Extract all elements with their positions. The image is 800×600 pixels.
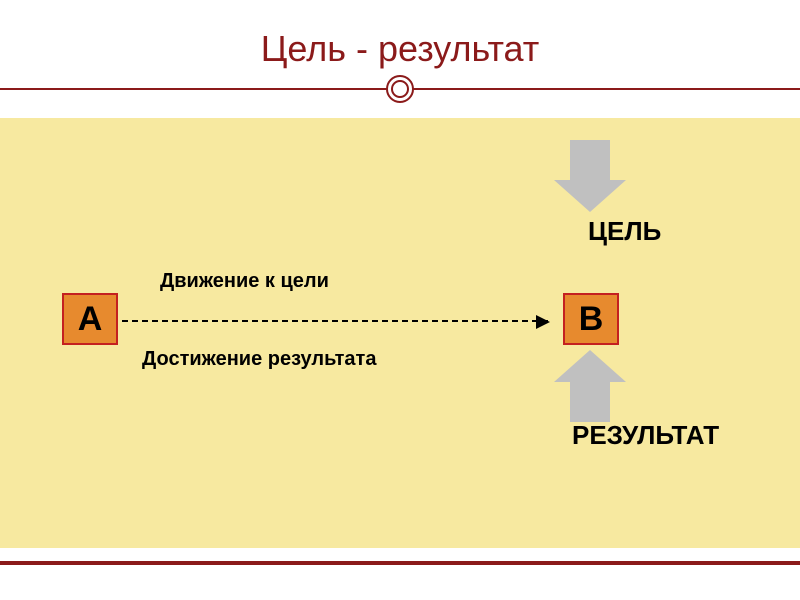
arrow-goal-down <box>554 140 626 212</box>
label-achievement: Достижение результата <box>142 348 376 371</box>
node-a-label: А <box>78 300 103 339</box>
circle-inner <box>391 80 409 98</box>
arrowhead-icon <box>536 315 550 329</box>
arrow-head <box>554 180 626 212</box>
node-b: В <box>563 293 619 345</box>
content-area: А В Движение к цели Достижение результат… <box>0 118 800 548</box>
title-area: Цель - результат <box>0 0 800 118</box>
dashed-arrow <box>122 320 548 322</box>
node-b-label: В <box>579 300 604 339</box>
arrow-head <box>554 350 626 382</box>
footer-rule <box>0 561 800 565</box>
page-title: Цель - результат <box>0 28 800 70</box>
label-result: РЕЗУЛЬТАТ <box>572 420 719 451</box>
arrow-shaft <box>570 382 610 422</box>
arrow-result-up <box>554 350 626 422</box>
label-goal: ЦЕЛЬ <box>588 216 661 247</box>
node-a: А <box>62 293 118 345</box>
label-movement: Движение к цели <box>160 270 329 293</box>
arrow-shaft <box>570 140 610 180</box>
